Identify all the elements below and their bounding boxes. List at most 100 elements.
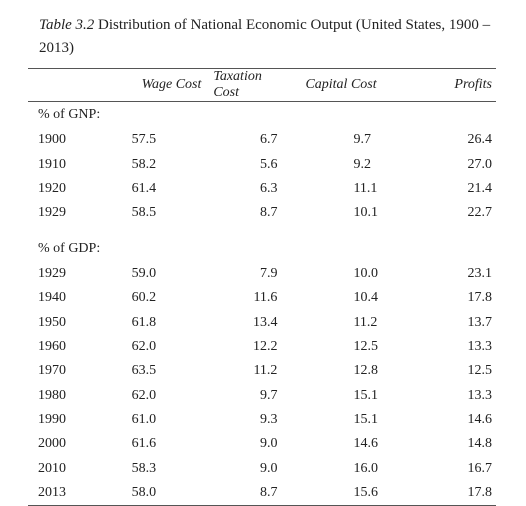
value-cell: 62.0 [131, 387, 157, 403]
value-cell: 6.3 [259, 180, 278, 196]
value-cell: 17.8 [467, 485, 493, 501]
value-cell: 57.5 [131, 132, 157, 148]
value-cell: 7.9 [259, 265, 278, 281]
year-cell: 1970 [38, 363, 66, 379]
table-body: % of GNP: 1900 57.5 6.7 9.7 26.4 1910 58.2 5.6 9.… [28, 102, 496, 506]
value-cell: 14.6 [467, 412, 493, 428]
data-row: 2013 58.0 8.7 15.6 17.8 [28, 481, 496, 506]
value-cell: 11.1 [353, 180, 378, 196]
value-cell: 15.1 [353, 412, 378, 428]
value-cell: 13.3 [467, 338, 493, 354]
year-cell: 1980 [38, 387, 66, 403]
value-cell: 12.2 [252, 338, 278, 354]
value-cell: 13.4 [252, 314, 278, 330]
column-header: Profits [454, 77, 492, 92]
value-cell: 10.0 [353, 265, 378, 281]
value-cell: 12.5 [467, 363, 493, 379]
value-cell: 16.7 [467, 460, 493, 476]
value-cell: 61.4 [131, 180, 157, 196]
value-cell: 27.0 [467, 156, 493, 172]
year-cell: 1950 [38, 314, 66, 330]
value-cell: 15.1 [353, 387, 378, 403]
value-cell: 14.6 [353, 436, 378, 452]
year-cell: 1910 [38, 156, 66, 172]
header-cell [28, 69, 132, 102]
value-cell: 9.3 [259, 412, 278, 428]
value-cell: 8.7 [259, 205, 278, 221]
value-cell: 15.6 [353, 485, 378, 501]
data-row: 2000 61.6 9.0 14.6 14.8 [28, 432, 496, 456]
data-row: 1929 59.0 7.9 10.0 23.1 [28, 262, 496, 286]
value-cell: 9.0 [259, 436, 278, 452]
data-row: 1950 61.8 13.4 11.2 13.7 [28, 310, 496, 334]
value-cell: 12.8 [353, 363, 378, 379]
year-cell: 1900 [38, 132, 66, 148]
year-cell: 1929 [38, 265, 66, 281]
value-cell: 16.0 [353, 460, 378, 476]
header-row: Wage Cost Taxation Cost Capital Cost Profit… [28, 68, 496, 102]
caption-label: Table 3.2 [39, 17, 95, 33]
data-row: 1929 58.5 8.7 10.1 22.7 [28, 201, 496, 225]
year-cell: 1960 [38, 338, 66, 354]
value-cell: 10.1 [353, 205, 378, 221]
value-cell: 61.8 [131, 314, 157, 330]
data-row: 1940 60.2 11.6 10.4 17.8 [28, 286, 496, 310]
data-row: 1990 61.0 9.3 15.1 14.6 [28, 408, 496, 432]
data-row: 2010 58.3 9.0 16.0 16.7 [28, 457, 496, 481]
value-cell: 60.2 [131, 290, 157, 306]
value-cell: 13.7 [467, 314, 493, 330]
year-cell: 1929 [38, 205, 66, 221]
year-cell: 2010 [38, 460, 66, 476]
year-cell: 1920 [38, 180, 66, 196]
column-header: Capital Cost [305, 77, 377, 92]
value-cell: 12.5 [353, 338, 378, 354]
value-cell: 17.8 [467, 290, 493, 306]
value-cell: 26.4 [467, 132, 493, 148]
section-row: % of GNP: [28, 102, 496, 129]
value-cell: 9.0 [259, 460, 278, 476]
data-row: 1980 62.0 9.7 15.1 13.3 [28, 384, 496, 408]
value-cell: 6.7 [259, 132, 278, 148]
value-cell: 61.0 [131, 412, 157, 428]
year-cell: 1940 [38, 290, 66, 306]
value-cell: 62.0 [131, 338, 157, 354]
data-row: 1920 61.4 6.3 11.1 21.4 [28, 177, 496, 201]
data-row: 1900 57.5 6.7 9.7 26.4 [28, 128, 496, 152]
year-cell: 2013 [38, 485, 66, 501]
value-cell: 9.7 [259, 387, 278, 403]
value-cell: 63.5 [131, 363, 157, 379]
value-cell: 9.7 [353, 132, 371, 148]
value-cell: 10.4 [353, 290, 378, 306]
value-cell: 11.2 [253, 363, 278, 379]
value-cell: 11.2 [353, 314, 378, 330]
table-caption: Table 3.2 Distribution of National Econo… [39, 14, 509, 60]
value-cell: 58.5 [131, 205, 157, 221]
section-row: % of GDP: [28, 226, 496, 262]
value-cell: 14.8 [467, 436, 493, 452]
table-header: Wage Cost Taxation Cost Capital Cost Profit… [28, 68, 496, 102]
year-cell: 1990 [38, 412, 66, 428]
value-cell: 21.4 [467, 180, 493, 196]
value-cell: 61.6 [131, 436, 157, 452]
year-cell: 2000 [38, 436, 66, 452]
value-cell: 23.1 [467, 265, 493, 281]
section-label: % of GNP: [38, 107, 101, 122]
data-row: 1910 58.2 5.6 9.2 27.0 [28, 152, 496, 176]
value-cell: 8.7 [259, 485, 278, 501]
value-cell: 22.7 [467, 205, 493, 221]
column-header: Wage Cost [141, 77, 202, 92]
value-cell: 13.3 [467, 387, 493, 403]
section-label: % of GDP: [38, 240, 101, 256]
data-row: 1970 63.5 11.2 12.8 12.5 [28, 359, 496, 383]
data-table: Wage Cost Taxation Cost Capital Cost Profit… [28, 68, 496, 506]
value-cell: 11.6 [253, 290, 278, 306]
value-cell: 9.2 [353, 156, 371, 172]
value-cell: 58.0 [131, 485, 157, 501]
value-cell: 58.2 [131, 156, 157, 172]
value-cell: 58.3 [131, 460, 157, 476]
column-header: Taxation Cost [213, 69, 262, 100]
value-cell: 5.6 [259, 156, 278, 172]
data-row: 1960 62.0 12.2 12.5 13.3 [28, 335, 496, 359]
caption-text: Distribution of National Economic Output… [39, 17, 491, 56]
